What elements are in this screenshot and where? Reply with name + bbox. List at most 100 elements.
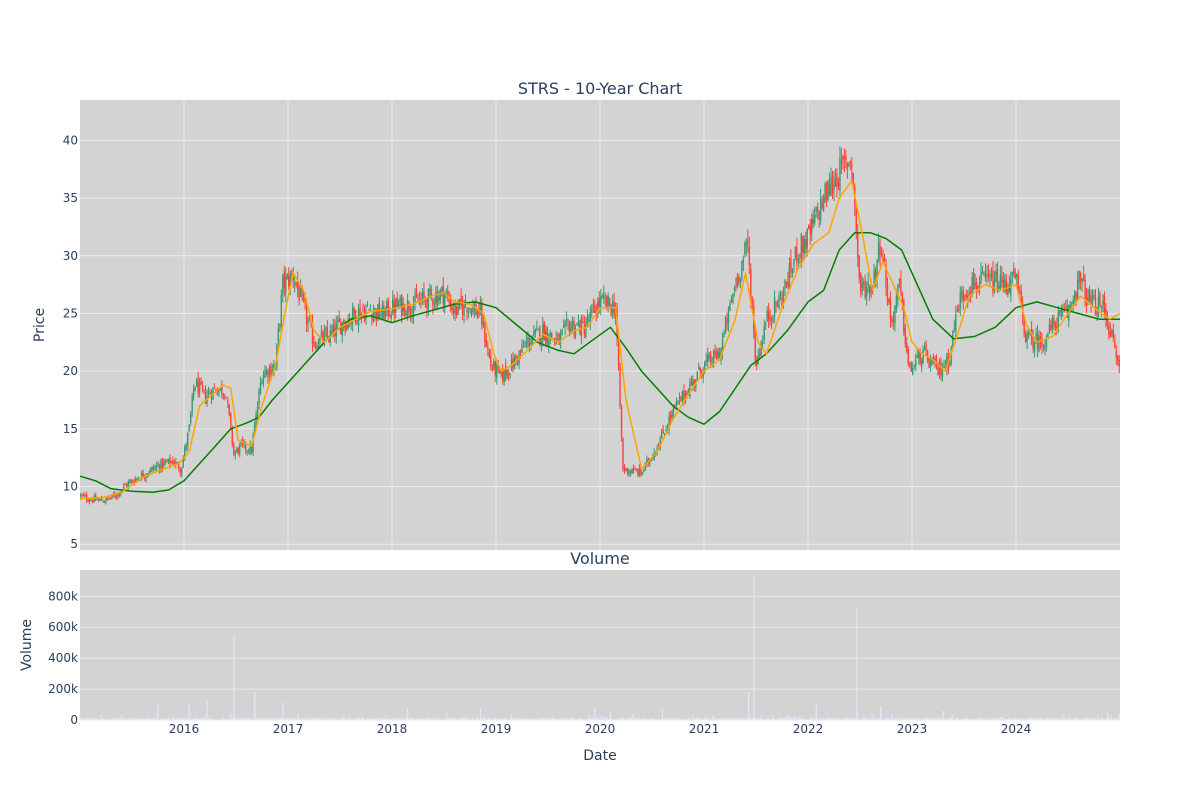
candle-body: [380, 315, 382, 317]
candle-body: [883, 257, 886, 262]
volume-bar: [795, 717, 797, 720]
candle-body: [311, 322, 314, 345]
volume-bar: [268, 717, 270, 720]
candle-body: [426, 299, 428, 309]
volume-bar: [178, 717, 180, 720]
volume-bar: [587, 718, 589, 720]
volume-bar: [742, 718, 744, 720]
candle-body: [395, 300, 397, 313]
volume-bar: [366, 717, 368, 720]
volume-bar: [349, 717, 351, 720]
candle-body: [778, 295, 780, 308]
candle-body: [507, 372, 510, 376]
volume-bar: [730, 717, 732, 720]
candle-body: [291, 274, 293, 276]
candle-body: [403, 305, 406, 316]
candle-body: [234, 452, 236, 456]
volume-bar: [382, 717, 384, 720]
volume-bar: [1013, 718, 1015, 720]
candle-body: [811, 218, 813, 233]
volume-bar: [115, 717, 117, 720]
volume-bar: [1042, 719, 1044, 720]
volume-bar: [446, 712, 448, 720]
volume-bar: [975, 718, 977, 720]
volume-bar: [803, 718, 805, 720]
volume-bar: [89, 718, 91, 720]
volume-bar: [412, 717, 414, 720]
volume-bar: [891, 714, 893, 720]
volume-bar: [680, 719, 682, 720]
volume-bar: [883, 717, 885, 720]
volume-bar: [148, 717, 150, 720]
volume-bar-spike: [233, 636, 235, 720]
candle-body: [103, 501, 106, 503]
candle-body: [161, 458, 164, 468]
volume-bar: [237, 717, 239, 720]
candle-body: [769, 317, 771, 319]
volume-bar: [417, 718, 419, 720]
candle-body: [568, 322, 571, 333]
candle-body: [111, 494, 113, 498]
volume-bar: [900, 717, 902, 720]
candle-body: [909, 363, 911, 365]
volume-bar: [1105, 718, 1107, 720]
volume-bar: [996, 717, 998, 720]
volume-bar: [915, 718, 917, 720]
x-tick-label: 2024: [1001, 722, 1032, 736]
x-tick-label: 2017: [273, 722, 304, 736]
candle-body: [207, 391, 210, 393]
volume-bar: [1063, 713, 1065, 720]
candle-body: [995, 271, 997, 282]
volume-bar: [133, 718, 135, 720]
price-y-tick-label: 40: [63, 133, 78, 147]
candle-body: [322, 332, 324, 342]
x-tick-label: 2016: [169, 722, 200, 736]
volume-bar: [555, 718, 557, 720]
volume-bar: [471, 717, 473, 720]
volume-bar: [437, 717, 439, 720]
volume-bar: [466, 717, 468, 720]
volume-bar: [674, 719, 676, 720]
volume-bar: [884, 719, 886, 720]
volume-bar: [318, 717, 320, 720]
volume-bar: [607, 717, 609, 720]
candle-body: [949, 359, 951, 366]
candle-body: [1047, 334, 1049, 337]
volume-bar: [315, 717, 317, 720]
candle-body: [1042, 345, 1045, 347]
volume-bar: [557, 718, 559, 720]
candle-body: [482, 321, 485, 325]
volume-bar: [1091, 717, 1093, 720]
volume-bar: [475, 719, 477, 720]
volume-bar: [591, 717, 593, 720]
candle-body: [870, 284, 872, 292]
candle-body: [1106, 316, 1109, 326]
volume-bar: [320, 718, 322, 720]
candle-body: [567, 321, 569, 323]
volume-bar: [444, 717, 446, 720]
volume-bar: [643, 718, 645, 720]
volume-bar: [920, 718, 922, 720]
volume-bar-spike: [880, 706, 882, 720]
volume-bar: [1094, 718, 1096, 720]
candle-body: [707, 355, 709, 362]
volume-bar: [751, 718, 753, 720]
candle-body: [105, 498, 107, 502]
candle-body: [622, 438, 624, 469]
candle-body: [1002, 279, 1005, 287]
candle-body: [539, 326, 541, 342]
volume-bar: [685, 718, 687, 720]
candle-body: [452, 309, 455, 314]
volume-bar: [847, 717, 849, 720]
volume-bar: [380, 717, 382, 720]
volume-bar: [1029, 717, 1031, 720]
candle-body: [815, 208, 817, 212]
candle-body: [282, 275, 284, 295]
candle-body: [650, 459, 652, 462]
volume-bar: [347, 718, 349, 720]
volume-bar: [840, 718, 842, 720]
volume-bar: [432, 717, 434, 720]
candle-body: [436, 291, 439, 305]
volume-bar: [197, 718, 199, 720]
